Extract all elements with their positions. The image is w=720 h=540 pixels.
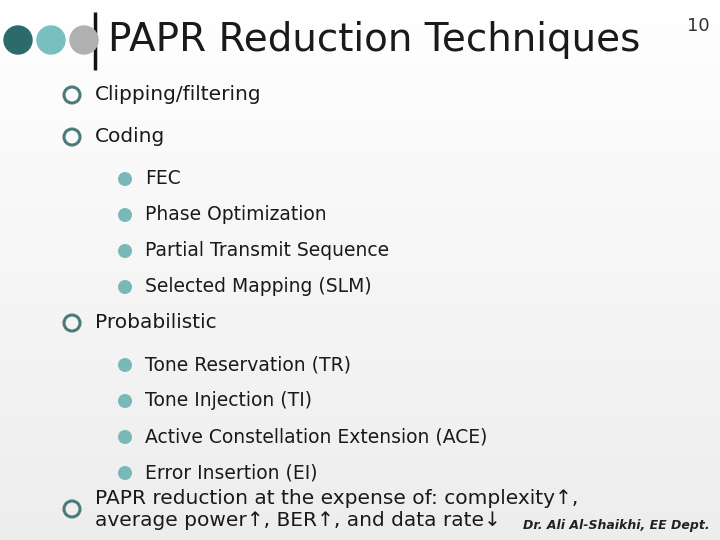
- Circle shape: [118, 208, 132, 222]
- Text: PAPR reduction at the expense of: complexity↑,
average power↑, BER↑, and data ra: PAPR reduction at the expense of: comple…: [95, 489, 578, 530]
- Text: 10: 10: [688, 17, 710, 35]
- Text: Active Constellation Extension (ACE): Active Constellation Extension (ACE): [145, 428, 487, 447]
- Text: Dr. Ali Al-Shaikhi, EE Dept.: Dr. Ali Al-Shaikhi, EE Dept.: [523, 519, 710, 532]
- Text: Coding: Coding: [95, 127, 166, 146]
- Text: Tone Reservation (TR): Tone Reservation (TR): [145, 355, 351, 375]
- Circle shape: [118, 280, 132, 294]
- Text: Probabilistic: Probabilistic: [95, 314, 217, 333]
- Circle shape: [118, 172, 132, 186]
- Circle shape: [70, 26, 98, 54]
- Text: Selected Mapping (SLM): Selected Mapping (SLM): [145, 278, 372, 296]
- Text: FEC: FEC: [145, 170, 181, 188]
- Text: Clipping/filtering: Clipping/filtering: [95, 85, 261, 105]
- Circle shape: [118, 430, 132, 444]
- Circle shape: [118, 394, 132, 408]
- Circle shape: [37, 26, 65, 54]
- Text: Phase Optimization: Phase Optimization: [145, 206, 327, 225]
- Text: PAPR Reduction Techniques: PAPR Reduction Techniques: [108, 21, 640, 59]
- Circle shape: [118, 244, 132, 258]
- Circle shape: [118, 466, 132, 480]
- Circle shape: [118, 358, 132, 372]
- Text: Partial Transmit Sequence: Partial Transmit Sequence: [145, 241, 389, 260]
- Circle shape: [4, 26, 32, 54]
- Text: Error Insertion (EI): Error Insertion (EI): [145, 463, 318, 483]
- Text: Tone Injection (TI): Tone Injection (TI): [145, 392, 312, 410]
